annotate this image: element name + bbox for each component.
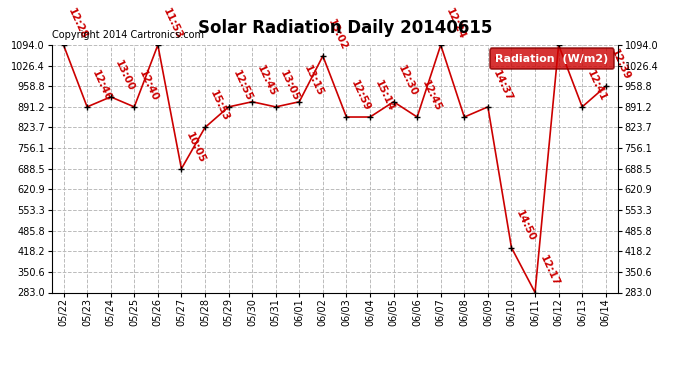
Legend: Radiation  (W/m2): Radiation (W/m2): [490, 48, 614, 69]
Text: 15:14: 15:14: [373, 78, 396, 113]
Text: Copyright 2014 Cartronics.com: Copyright 2014 Cartronics.com: [52, 30, 204, 40]
Text: Solar Radiation Daily 20140615: Solar Radiation Daily 20140615: [198, 19, 492, 37]
Text: 12:46: 12:46: [90, 68, 113, 103]
Text: 13:05: 13:05: [279, 69, 302, 103]
Text: 13:15: 13:15: [302, 63, 325, 98]
Text: 14:37: 14:37: [491, 68, 514, 103]
Text: 15:53: 15:53: [208, 89, 231, 123]
Text: 12:55: 12:55: [231, 69, 255, 103]
Text: 12:40: 12:40: [137, 68, 160, 103]
Text: 12:59: 12:59: [349, 79, 372, 113]
Text: 12:17: 12:17: [538, 254, 561, 288]
Text: 14:50: 14:50: [514, 209, 538, 243]
Text: 12:45: 12:45: [420, 78, 443, 113]
Text: 11:53: 11:53: [161, 7, 184, 41]
Text: 12:39: 12:39: [609, 48, 631, 82]
Text: 12:45: 12:45: [255, 63, 278, 98]
Text: 12:24: 12:24: [444, 6, 466, 41]
Text: 13:02: 13:02: [326, 18, 348, 52]
Text: 13:00: 13:00: [113, 58, 137, 93]
Text: 10:05: 10:05: [184, 130, 207, 165]
Text: 12:30: 12:30: [396, 63, 420, 98]
Text: 12:28: 12:28: [66, 7, 90, 41]
Text: 12:41: 12:41: [585, 68, 608, 103]
